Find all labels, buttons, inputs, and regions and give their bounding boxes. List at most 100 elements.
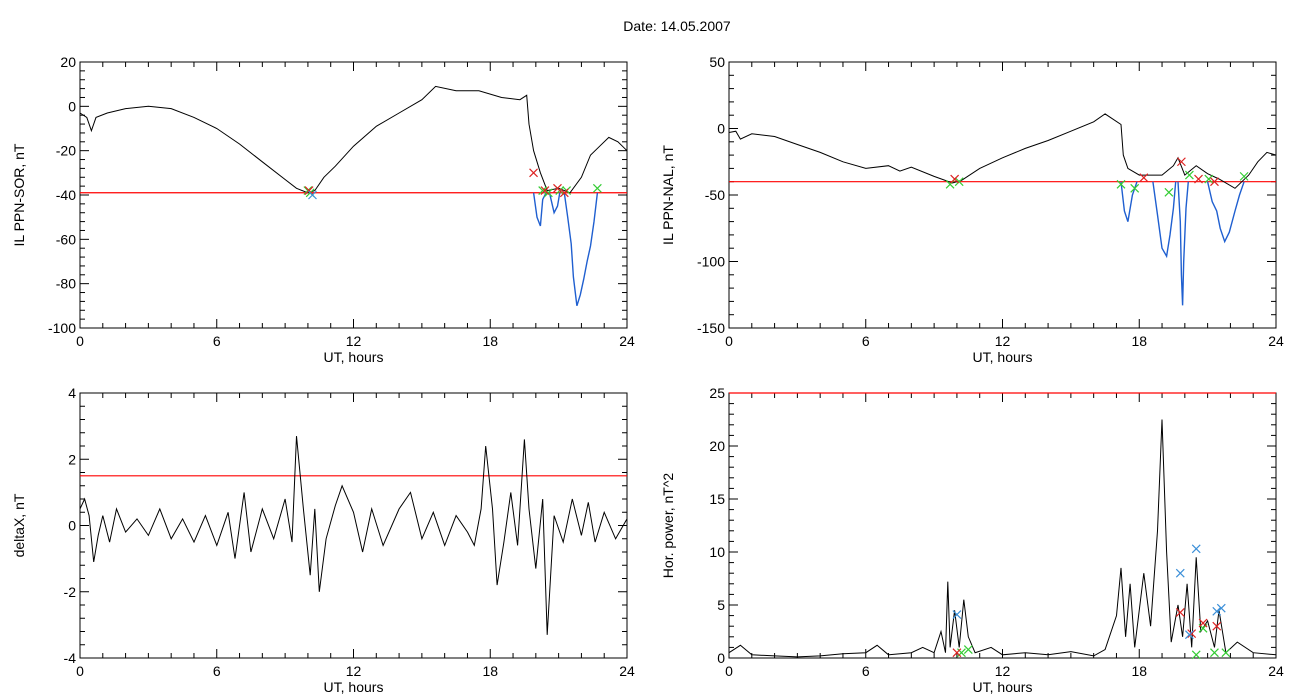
marker-green (963, 645, 973, 654)
x-axis-label: UT, hours (973, 679, 1033, 695)
y-tick-label: -50 (705, 187, 725, 203)
marker-red (304, 186, 314, 195)
marker-blue (1216, 603, 1226, 613)
x-tick-label: 18 (482, 663, 498, 679)
marker-red (1194, 174, 1203, 184)
x-tick-label: 6 (862, 333, 870, 349)
x-tick-label: 12 (346, 663, 362, 679)
marker-blue (1175, 568, 1185, 578)
page-title: Date: 14.05.2007 (623, 18, 731, 34)
chart-2: 0 6 12 18 24 -150 -100 -50 0 50 UT, hours IL PPN-NA… (660, 54, 1284, 365)
marker-green (1239, 171, 1249, 181)
x-tick-label: 0 (725, 333, 733, 349)
x-tick-label: 12 (346, 333, 362, 349)
highlight-segment (1120, 181, 1138, 222)
x-tick-label: 18 (1131, 333, 1147, 349)
marker-red (952, 648, 962, 658)
y-tick-label: 20 (60, 54, 76, 70)
y-tick-label: 15 (709, 491, 725, 507)
marker-blue (308, 190, 317, 200)
marker-green (957, 648, 966, 658)
x-tick-label: 24 (619, 333, 635, 349)
x-tick-label: 18 (482, 333, 498, 349)
marker-red (1187, 629, 1197, 639)
plot-frame (79, 392, 628, 659)
highlight-segment (548, 192, 561, 215)
x-tick-label: 24 (1268, 663, 1284, 679)
x-tick-label: 0 (76, 333, 84, 349)
marker-red (1176, 157, 1186, 167)
plot-frame (728, 392, 1277, 659)
marker-red (529, 168, 538, 178)
y-tick-label: -4 (64, 650, 77, 666)
y-tick-label: 10 (709, 544, 725, 560)
series-line (79, 436, 628, 635)
highlight-segment (1206, 181, 1245, 244)
marker-blue (1212, 606, 1222, 616)
marker-red (559, 188, 569, 198)
marker-blue (1184, 630, 1194, 640)
y-tick-label: 5 (717, 597, 725, 613)
y-tick-label: 0 (717, 650, 725, 666)
series-line (728, 419, 1277, 658)
marker-green (538, 186, 548, 195)
y-tick-label: -80 (56, 276, 76, 292)
y-axis-label: IL PPN-SOR, nT (11, 143, 27, 246)
y-tick-label: 2 (68, 451, 76, 467)
y-tick-label: -60 (56, 231, 76, 247)
marker-green (1164, 187, 1174, 197)
y-axis-label: IL PPN-NAL, nT (660, 145, 676, 245)
x-tick-label: 6 (213, 333, 221, 349)
marker-green (954, 177, 964, 187)
x-tick-label: 24 (619, 663, 635, 679)
chart-1: 0 6 12 18 24 -100 -80 -60 -40 -20 0 20 UT, hours IL P… (11, 54, 635, 365)
y-tick-label: -40 (56, 187, 76, 203)
marker-red (540, 186, 550, 195)
y-tick-label: 0 (717, 121, 725, 137)
highlight-segment (1177, 181, 1189, 306)
y-tick-label: -2 (64, 584, 77, 600)
y-tick-label: -150 (697, 320, 725, 336)
x-axis-label: UT, hours (324, 349, 384, 365)
y-tick-label: 0 (68, 98, 76, 114)
highlight-segment (1152, 181, 1177, 259)
y-tick-label: 4 (68, 385, 76, 401)
marker-red (1175, 607, 1185, 617)
marker-blue (952, 610, 962, 619)
x-axis-label: UT, hours (973, 349, 1033, 365)
y-tick-label: -20 (56, 143, 76, 159)
marker-red (1198, 618, 1208, 628)
marker-green (1221, 648, 1231, 658)
y-tick-label: 0 (68, 518, 76, 534)
y-axis-label: deltaX, nT (11, 493, 27, 557)
x-tick-label: 0 (725, 663, 733, 679)
x-tick-label: 18 (1131, 663, 1147, 679)
marker-red (553, 183, 562, 193)
chart-4: 0 6 12 18 24 0 5 10 15 20 25 UT, hours Hor. power, n… (660, 385, 1284, 695)
marker-red (950, 174, 960, 184)
marker-red (1212, 621, 1222, 631)
x-tick-label: 12 (995, 333, 1011, 349)
marker-blue (1191, 544, 1201, 554)
marker-green (1184, 170, 1194, 180)
y-tick-label: 25 (709, 385, 725, 401)
highlight-segment (532, 192, 547, 227)
series-line (728, 113, 1277, 189)
x-tick-label: 6 (862, 663, 870, 679)
marker-red (1210, 177, 1219, 187)
x-axis-label: UT, hours (324, 679, 384, 695)
y-tick-label: 20 (709, 438, 725, 454)
x-tick-label: 12 (995, 663, 1011, 679)
plot-frame (728, 61, 1277, 329)
marker-green (1191, 650, 1201, 660)
y-tick-label: -100 (697, 254, 725, 270)
x-tick-label: 6 (213, 663, 221, 679)
series-line (79, 85, 628, 194)
y-tick-label: -100 (48, 320, 76, 336)
x-tick-label: 24 (1268, 333, 1284, 349)
marker-red (1139, 173, 1149, 183)
y-tick-label: 50 (709, 54, 725, 70)
x-tick-label: 0 (76, 663, 84, 679)
